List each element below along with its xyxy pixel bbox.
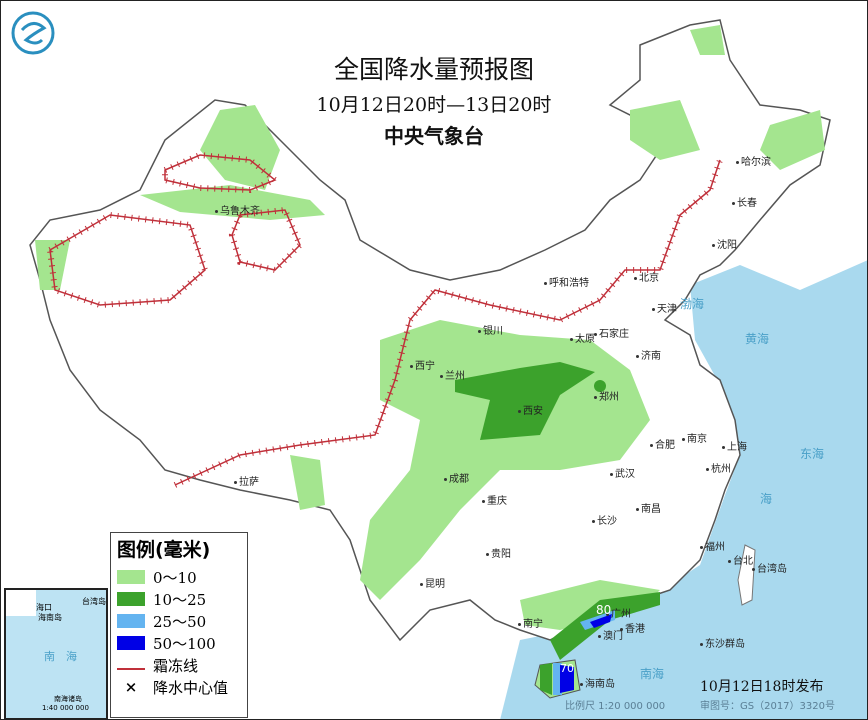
city-label: 西安 — [518, 402, 543, 417]
south-china-sea-inset: 海口 海南岛 台湾岛 南 海 南海诸岛 1:40 000 000 — [4, 588, 108, 720]
sea-label: 东海 — [800, 447, 825, 461]
sea-label: 渤海 — [680, 297, 705, 311]
center-value: 70 — [560, 662, 574, 675]
city-label: 南宁 — [518, 615, 543, 630]
city-label: 郑州 — [594, 388, 619, 403]
sea-label: 南海 — [640, 667, 665, 681]
city-label: 南昌 — [636, 500, 661, 515]
city-label: 长春 — [732, 194, 757, 209]
legend-item: 25～50 — [117, 610, 247, 632]
review-number: 审图号：GS（2017）3320号 — [700, 701, 835, 712]
legend-item: 10～25 — [117, 588, 247, 610]
city-label: 拉萨 — [234, 473, 259, 488]
city-label: 石家庄 — [594, 325, 629, 340]
city-label: 重庆 — [482, 492, 507, 507]
city-label: 合肥 — [650, 436, 675, 451]
map-title: 全国降水量预报图 — [333, 55, 534, 84]
sea-label: 海 — [760, 492, 773, 506]
sea-area — [500, 260, 868, 720]
legend-item: 霜冻线 — [117, 654, 247, 676]
city-label: 武汉 — [610, 465, 635, 480]
map-scale: 比例尺 1:20 000 000 — [565, 701, 666, 712]
city-label: 兰州 — [440, 367, 465, 382]
legend-item: 0～10 — [117, 566, 247, 588]
city-label: 台北 — [728, 552, 753, 567]
issuer: 中央气象台 — [384, 124, 484, 148]
city-label: 太原 — [570, 330, 595, 345]
city-label: 东沙群岛 — [700, 635, 745, 650]
city-label: 乌鲁木齐 — [215, 202, 260, 217]
city-label: 济南 — [636, 347, 661, 362]
legend: 图例(毫米) 0～10 10～25 25～50 50～100 霜冻线 × 降水中心… — [110, 532, 248, 718]
city-label: 澳门 — [598, 627, 623, 642]
city-label: 哈尔滨 — [736, 153, 771, 168]
city-label: 南京 — [682, 430, 707, 445]
center-value: 80 — [596, 603, 612, 617]
city-label: 昆明 — [420, 575, 445, 590]
city-label: 杭州 — [706, 460, 731, 475]
city-label: 呼和浩特 — [544, 274, 589, 289]
city-label: 长沙 — [592, 512, 617, 527]
cross-icon: × — [124, 678, 138, 696]
legend-item: × 降水中心值 — [117, 676, 247, 698]
city-label: 福州 — [700, 538, 725, 553]
city-label: 北京 — [634, 269, 659, 284]
city-label: 上海 — [722, 438, 747, 453]
city-label: 广州 — [606, 605, 631, 620]
frost-line-icon — [117, 668, 145, 670]
city-label: 海南岛 — [580, 675, 615, 690]
frost-lines — [46, 151, 723, 488]
city-label: 成都 — [444, 470, 469, 485]
city-label: 沈阳 — [712, 236, 737, 251]
precip-10-25 — [455, 362, 660, 695]
city-label: 贵阳 — [486, 545, 511, 560]
city-label: 香港 — [620, 620, 645, 635]
legend-title: 图例(毫米) — [117, 539, 211, 561]
city-label: 天津 — [652, 300, 677, 315]
city-label: 西宁 — [410, 357, 435, 372]
forecast-period: 10月12日20时—13日20时 — [316, 94, 552, 116]
issued-time: 10月12日18时发布 — [700, 679, 824, 695]
legend-item: 50～100 — [117, 632, 247, 654]
city-label: 银川 — [478, 322, 503, 337]
city-label: 台湾岛 — [752, 560, 787, 575]
sea-label: 黄海 — [745, 332, 770, 346]
logo-icon — [11, 11, 55, 55]
